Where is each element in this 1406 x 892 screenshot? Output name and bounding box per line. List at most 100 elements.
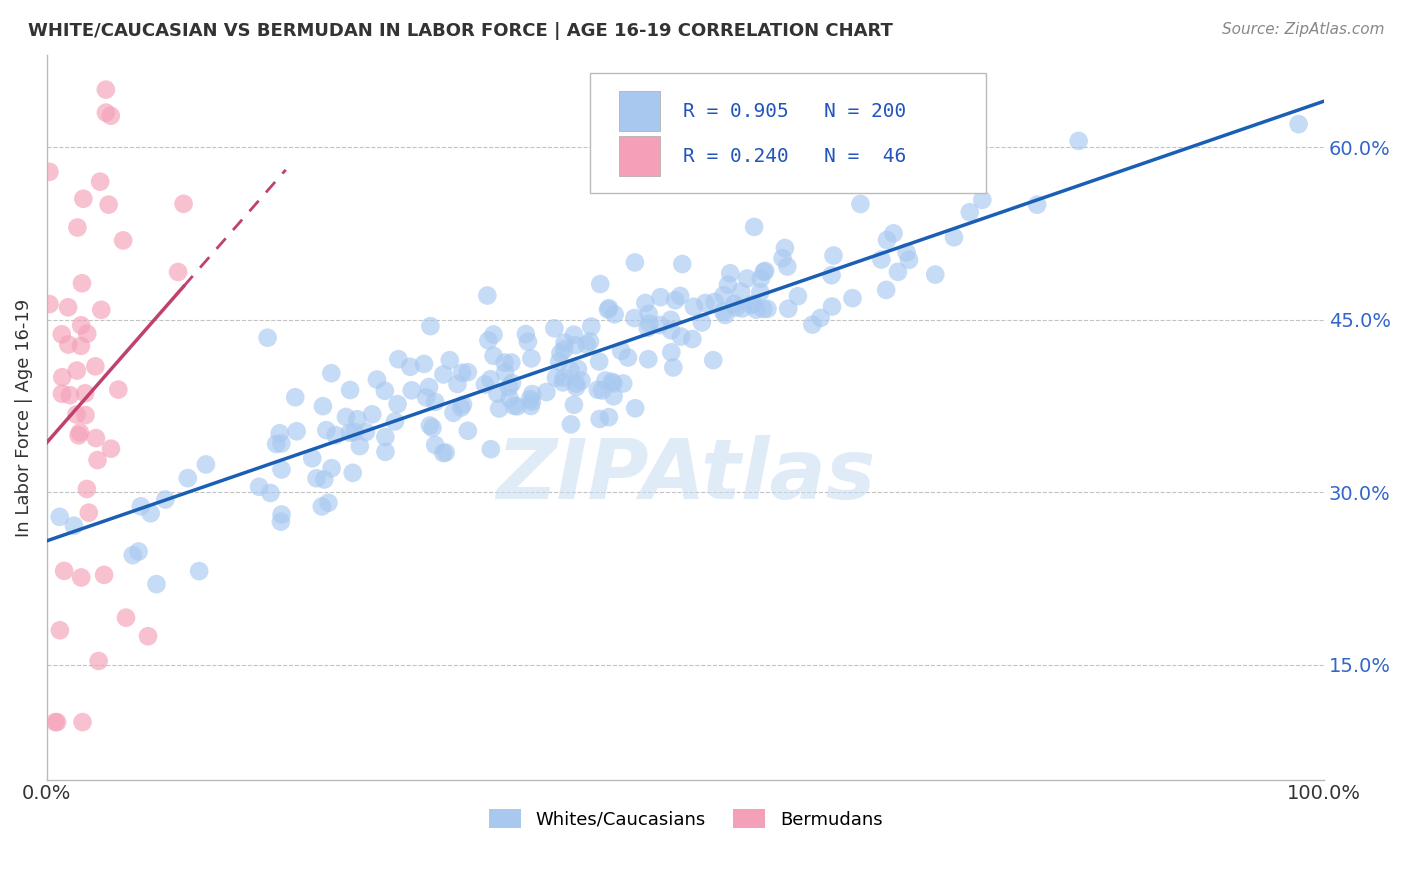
- Point: [723, 297, 745, 311]
- FancyBboxPatch shape: [589, 73, 986, 193]
- Point: [474, 377, 496, 392]
- Point: [342, 466, 364, 480]
- Point: [740, 298, 762, 312]
- Point: [742, 219, 765, 234]
- Point: [586, 383, 609, 397]
- Point: [311, 500, 333, 514]
- Point: [669, 289, 692, 303]
- Point: [443, 406, 465, 420]
- Point: [387, 352, 409, 367]
- Point: [754, 264, 776, 278]
- Point: [155, 492, 177, 507]
- Point: [598, 410, 620, 425]
- Point: [56, 301, 79, 315]
- Point: [520, 399, 543, 413]
- Point: [76, 482, 98, 496]
- Point: [690, 316, 713, 330]
- Point: [731, 301, 754, 316]
- Point: [742, 296, 765, 310]
- Point: [695, 296, 717, 310]
- Point: [315, 423, 337, 437]
- Text: R = 0.905   N = 200: R = 0.905 N = 200: [683, 102, 907, 120]
- Point: [713, 288, 735, 302]
- Point: [772, 252, 794, 266]
- Point: [876, 233, 898, 247]
- Point: [477, 288, 499, 302]
- Point: [515, 327, 537, 342]
- Point: [553, 371, 575, 385]
- Point: [562, 327, 585, 342]
- Point: [384, 414, 406, 428]
- Point: [801, 318, 824, 332]
- Point: [321, 461, 343, 475]
- Point: [554, 335, 576, 350]
- Point: [349, 439, 371, 453]
- Point: [70, 339, 93, 353]
- Point: [482, 349, 505, 363]
- Point: [136, 629, 159, 643]
- Point: [84, 359, 107, 374]
- Point: [520, 351, 543, 366]
- Point: [612, 376, 634, 391]
- Point: [560, 363, 582, 377]
- Point: [269, 426, 291, 441]
- Point: [486, 386, 509, 401]
- Point: [498, 380, 520, 394]
- Point: [548, 354, 571, 368]
- Point: [1288, 117, 1310, 131]
- Point: [46, 715, 69, 730]
- Point: [503, 399, 526, 413]
- Point: [671, 257, 693, 271]
- Point: [70, 318, 93, 333]
- Point: [591, 384, 613, 398]
- Point: [343, 425, 366, 439]
- Point: [575, 337, 598, 351]
- Point: [354, 425, 377, 439]
- Point: [63, 518, 86, 533]
- Point: [112, 234, 135, 248]
- Point: [623, 311, 645, 326]
- Point: [259, 486, 281, 500]
- Point: [72, 715, 94, 730]
- Point: [821, 300, 844, 314]
- Point: [550, 346, 572, 360]
- Point: [589, 412, 612, 426]
- Point: [439, 353, 461, 368]
- Point: [374, 430, 396, 444]
- Point: [53, 564, 76, 578]
- Point: [121, 548, 143, 562]
- Point: [924, 268, 946, 282]
- Point: [562, 398, 585, 412]
- Point: [264, 437, 287, 451]
- Point: [67, 428, 90, 442]
- Point: [659, 313, 682, 327]
- Point: [270, 515, 292, 529]
- Point: [446, 376, 468, 391]
- Point: [617, 351, 640, 365]
- Point: [477, 334, 499, 348]
- Point: [595, 374, 617, 388]
- Point: [301, 451, 323, 466]
- Point: [703, 294, 725, 309]
- FancyBboxPatch shape: [619, 91, 659, 131]
- Point: [66, 363, 89, 377]
- Point: [94, 82, 117, 96]
- Point: [669, 329, 692, 343]
- Point: [724, 301, 747, 315]
- Point: [820, 268, 842, 283]
- FancyBboxPatch shape: [619, 136, 659, 176]
- Point: [718, 266, 741, 280]
- Point: [84, 431, 107, 445]
- Point: [89, 175, 111, 189]
- Point: [432, 446, 454, 460]
- Point: [544, 370, 567, 384]
- Point: [602, 376, 624, 391]
- Point: [415, 391, 437, 405]
- Point: [66, 220, 89, 235]
- Point: [339, 425, 361, 440]
- Point: [139, 506, 162, 520]
- Point: [536, 385, 558, 400]
- Point: [270, 462, 292, 476]
- Point: [637, 307, 659, 321]
- Point: [479, 372, 502, 386]
